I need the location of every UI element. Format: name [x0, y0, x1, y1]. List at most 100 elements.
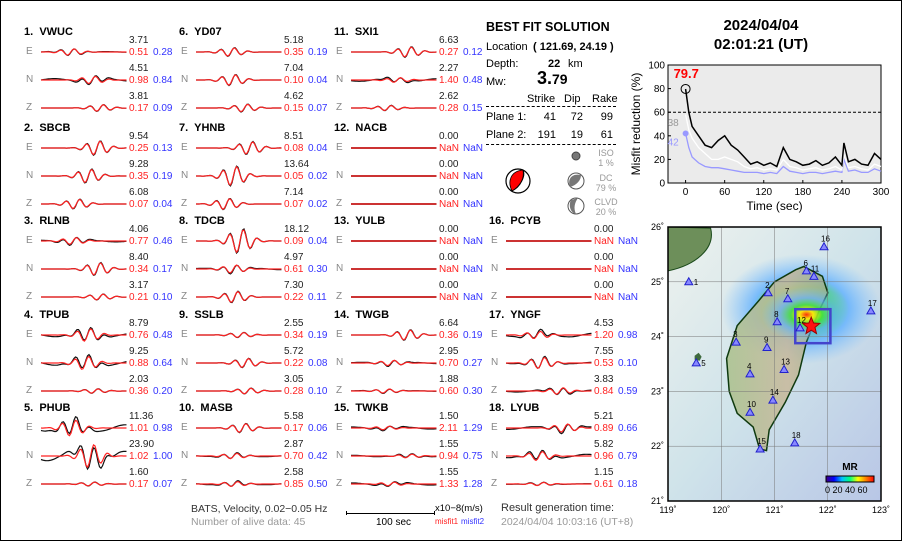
synthetic-trace [41, 104, 127, 112]
iso-label: ISO 1 % [598, 148, 614, 168]
misfit1-value: 0.35 [284, 47, 304, 58]
misfit2-value: 0.50 [308, 479, 328, 490]
component-label: E [26, 46, 33, 57]
y-tick-label: 40 [654, 131, 666, 142]
misfit1-value: 0.61 [284, 264, 304, 275]
amplitude-value: 2.55 [284, 318, 304, 329]
misfit2-value: NaN [618, 292, 639, 303]
misfit1-value: 0.34 [129, 264, 149, 275]
lat-tick-label: 24˚ [651, 332, 664, 342]
waveform-n [351, 453, 437, 459]
station-triangle-icon [789, 437, 800, 447]
depth-value: 22 [548, 58, 561, 70]
y-axis-label: Misfit reduction (%) [629, 73, 643, 176]
misfit2-value: 0.30 [463, 386, 483, 397]
component-label: E [491, 235, 498, 246]
misfit2-value: 0.19 [308, 47, 328, 58]
station-title: 18. LYUB [489, 402, 540, 414]
waveform-z [196, 387, 282, 395]
amplitude-value: 0.00 [439, 131, 459, 142]
synthetic-trace [196, 47, 282, 57]
synthetic-trace [351, 481, 437, 487]
synthetic-trace [41, 481, 127, 487]
misfit1-value: NaN [594, 236, 615, 247]
synthetic-trace [196, 165, 282, 186]
lon-tick-label: 121˚ [765, 505, 783, 515]
component-label: Z [491, 291, 498, 302]
station-label: 16 [821, 235, 830, 244]
misfit2-value: 0.17 [153, 264, 173, 275]
misfit1-value: NaN [439, 171, 460, 182]
misfit2-value: 0.02 [308, 171, 328, 182]
depth-label: Depth: [486, 58, 519, 70]
amplitude-value: 0.00 [439, 224, 459, 235]
misfit2-value: 0.13 [153, 143, 173, 154]
amplitude-value: 8.51 [284, 131, 304, 142]
waveform-z [351, 203, 437, 205]
waveform-n [40, 443, 127, 471]
station-label: 10 [747, 400, 756, 409]
component-label: E [181, 46, 188, 57]
x-axis-label: Time (sec) [746, 199, 802, 213]
synthetic-trace [351, 329, 437, 341]
station-label: 13 [781, 357, 790, 366]
component-label: E [26, 422, 33, 433]
waveform-n [41, 261, 127, 277]
component-label: N [26, 170, 34, 181]
component-label: E [181, 422, 188, 433]
plane2-dip: 19 [570, 129, 583, 141]
component-label: Z [336, 291, 343, 302]
misfit2-value: NaN [463, 199, 484, 210]
station-title: 10. MASB [179, 402, 233, 414]
time-scale-label: 100 sec [376, 517, 412, 528]
station-title: 7. YHNB [179, 122, 226, 134]
amplitude-value: 2.27 [439, 63, 459, 74]
misfit2-value: 0.10 [153, 292, 173, 303]
waveform-e [41, 140, 127, 157]
location-value: ( 121.69, 24.19 ) [533, 41, 614, 53]
amplitude-value: 7.55 [594, 346, 614, 357]
misfit1-value: 0.28 [439, 103, 459, 114]
station-title: 15. TWKB [334, 402, 389, 414]
component-label: E [181, 329, 188, 340]
misfit1-value: 0.88 [129, 358, 149, 369]
misfit1-value: 0.17 [129, 479, 149, 490]
amplitude-value: 3.83 [594, 374, 614, 385]
component-label: Z [181, 478, 188, 489]
station-triangle-icon [809, 271, 819, 280]
misfit1-value: 1.33 [439, 479, 459, 490]
station-triangle-icon [731, 337, 742, 346]
mainland-coast [667, 226, 712, 272]
station-label: 2 [765, 281, 770, 290]
component-label: Z [336, 478, 343, 489]
misfit2-value: NaN [463, 292, 484, 303]
misfit1-value: 0.07 [284, 199, 304, 210]
amplitude-value: 3.05 [284, 374, 304, 385]
amplitude-value: 5.72 [284, 346, 304, 357]
colorbar-ticks: 0 20 40 60 [825, 485, 868, 495]
mw-label: Mw: [486, 76, 507, 88]
synthetic-trace [196, 331, 282, 338]
misfit1-value: 0.10 [284, 75, 304, 86]
y-tick-label: 80 [654, 84, 666, 95]
observed-trace [505, 449, 592, 460]
synthetic-trace [196, 74, 282, 86]
amplitude-value: 0.00 [439, 159, 459, 170]
station-triangle-icon [795, 322, 805, 332]
waveform-n [196, 264, 282, 275]
amplitude-value: 8.79 [129, 318, 149, 329]
misfit1-value: 0.34 [284, 330, 304, 341]
amplitude-value: 3.17 [129, 280, 149, 291]
amplitude-value: 1.88 [439, 374, 459, 385]
dc-label: DC 79 % [595, 173, 617, 193]
amplitude-value: 0.00 [594, 280, 614, 291]
component-label: N [181, 263, 189, 274]
component-label: E [26, 329, 33, 340]
misfit1-value: NaN [439, 199, 460, 210]
map-frame [667, 226, 882, 502]
misfit2-value: 0.10 [618, 358, 638, 369]
blue-series-label: 42 [668, 137, 680, 148]
station-triangle-icon [745, 407, 755, 416]
misfit2-value: 0.07 [308, 103, 328, 114]
